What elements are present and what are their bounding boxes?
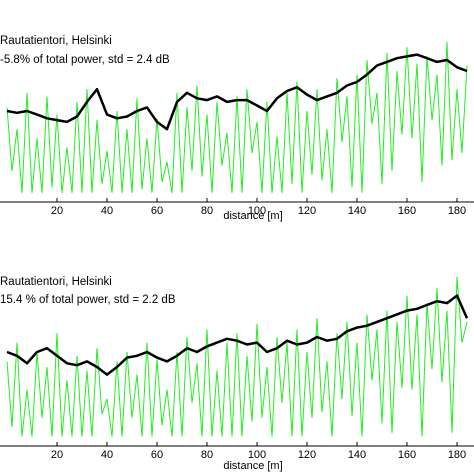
smoothed-power-line [6, 53, 468, 131]
x-tick-label: 80 [201, 449, 213, 461]
x-axis-ticks: 20 40 60 80 100 120 140 160 180 [51, 442, 466, 461]
x-tick-label: 160 [398, 449, 416, 461]
x-tick-label: 80 [201, 205, 213, 217]
x-tick-label: 100 [248, 449, 266, 461]
x-tick-label: 140 [348, 449, 366, 461]
x-tick-label: 180 [448, 205, 466, 217]
x-tick-label: 40 [101, 205, 113, 217]
x-tick-label: 20 [51, 205, 63, 217]
annotation-power: -5.8% of total power, std = 2.4 dB [0, 54, 170, 66]
smoothed-series-layer [6, 294, 469, 376]
smoothed-series-layer [6, 53, 468, 131]
top-panel: 20 40 60 80 100 120 140 160 180 Rautatientori, H… [0, 20, 474, 222]
plot-area-frame [0, 258, 474, 446]
raw-series-layer [6, 276, 468, 437]
annotation-power: 15.4 % of total power, std = 2.2 dB [0, 294, 176, 306]
bottom-panel: 20 40 60 80 100 120 140 160 180 Rautatientori, H… [0, 258, 474, 472]
x-tick-label: 60 [151, 205, 163, 217]
smoothed-power-line [6, 294, 469, 376]
raw-power-line [6, 41, 468, 193]
x-tick-label: 60 [151, 449, 163, 461]
x-tick-label: 140 [348, 205, 366, 217]
annotation-location: Rautatientori, Helsinki [0, 276, 112, 288]
raw-power-line [6, 276, 468, 437]
raw-series-layer [6, 41, 468, 193]
x-tick-label: 160 [398, 205, 416, 217]
x-tick-label: 180 [448, 449, 466, 461]
annotation-location: Rautatientori, Helsinki [0, 35, 112, 47]
x-tick-label: 20 [51, 449, 63, 461]
x-axis-label: distance [m] [223, 210, 282, 222]
x-tick-label: 120 [298, 205, 316, 217]
x-tick-label: 120 [298, 449, 316, 461]
x-tick-label: 100 [248, 205, 266, 217]
x-axis-label: distance [m] [223, 460, 282, 472]
x-tick-label: 40 [101, 449, 113, 461]
x-axis-ticks: 20 40 60 80 100 120 140 160 180 [51, 198, 466, 217]
